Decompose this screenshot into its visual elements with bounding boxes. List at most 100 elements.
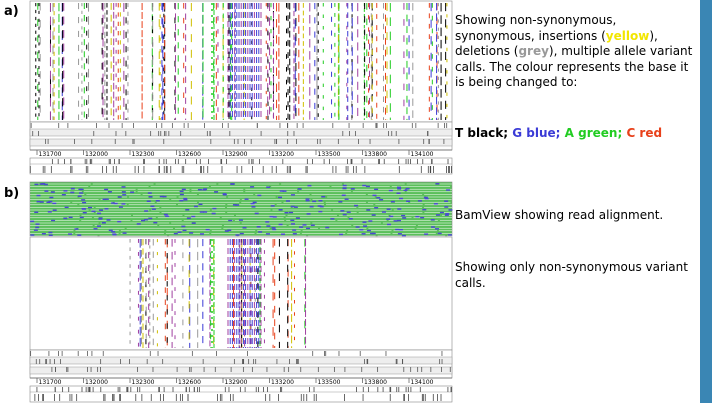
read-mismatch [153, 222, 157, 224]
read-mismatch [150, 206, 154, 208]
read-mismatch [227, 230, 231, 232]
read-mismatch [311, 224, 315, 226]
read-mismatch [104, 189, 108, 191]
read-mismatch [397, 208, 401, 210]
read-mismatch [382, 211, 386, 213]
read-mismatch [318, 200, 322, 202]
read-mismatch [257, 195, 261, 197]
read-mismatch [48, 211, 52, 213]
ruler-label: 134100 [411, 151, 434, 158]
read-mismatch [325, 227, 329, 229]
read-mismatch [280, 190, 284, 192]
read-mismatch [102, 222, 106, 224]
read-mismatch [272, 229, 276, 231]
read-mismatch [397, 192, 401, 194]
read-mismatch [290, 219, 294, 221]
read-mismatch [406, 188, 410, 190]
read-mismatch [114, 203, 118, 205]
read-mismatch [366, 209, 370, 211]
read-mismatch [51, 191, 55, 193]
ruler-label: 134100 [411, 379, 434, 386]
read-mismatch [397, 188, 401, 190]
read-mismatch [245, 198, 249, 200]
read-mismatch [74, 228, 78, 230]
read-mismatch [354, 205, 358, 207]
panel-label: a) [4, 4, 19, 19]
panel-label: b) [4, 186, 19, 201]
read-mismatch [174, 233, 178, 235]
ruler-label: 131700 [39, 379, 62, 386]
read-mismatch [306, 200, 310, 202]
read-mismatch [425, 198, 429, 200]
read-mismatch [148, 218, 152, 220]
read-mismatch [78, 195, 82, 197]
read-mismatch [243, 227, 247, 229]
read-mismatch [366, 186, 370, 188]
ruler-label: 133200 [271, 151, 294, 158]
read-mismatch [446, 189, 450, 191]
read-mismatch [285, 212, 289, 214]
read-mismatch [347, 211, 351, 213]
read-mismatch [179, 200, 183, 202]
read-mismatch [445, 214, 449, 216]
read-mismatch [279, 209, 283, 211]
read-mismatch [362, 221, 366, 223]
read-mismatch [82, 208, 86, 210]
read-mismatch [212, 208, 216, 210]
read-mismatch [34, 184, 38, 186]
read-mismatch [160, 196, 164, 198]
read-mismatch [356, 226, 360, 228]
ruler-label: 132600 [178, 151, 201, 158]
read-mismatch [36, 195, 40, 197]
read-mismatch [401, 215, 405, 217]
read-mismatch [107, 219, 111, 221]
read-mismatch [321, 196, 325, 198]
read-mismatch [42, 233, 46, 235]
read-mismatch [444, 200, 448, 202]
ruler-label: 132000 [85, 379, 108, 386]
read-mismatch [389, 216, 393, 218]
read-mismatch [250, 186, 254, 188]
read-mismatch [424, 233, 428, 235]
ruler-label: 133800 [364, 379, 387, 386]
read-mismatch [121, 203, 125, 205]
read-mismatch [117, 221, 121, 223]
read-mismatch [185, 209, 189, 211]
read-mismatch [71, 188, 75, 190]
read-mismatch [62, 194, 66, 196]
read-mismatch [370, 233, 374, 235]
legend-item: G blue; [512, 126, 560, 140]
read-mismatch [104, 208, 108, 210]
read-mismatch [178, 232, 182, 234]
read-mismatch [253, 202, 257, 204]
read-mismatch [147, 200, 151, 202]
read-mismatch [376, 197, 380, 199]
read-mismatch [291, 194, 295, 196]
read-mismatch [63, 218, 67, 220]
read-mismatch [299, 226, 303, 228]
read-mismatch [144, 219, 148, 221]
read-mismatch [305, 198, 309, 200]
read-mismatch [340, 210, 344, 212]
read-mismatch [88, 207, 92, 209]
read-mismatch [69, 217, 73, 219]
read-mismatch [372, 195, 376, 197]
read-mismatch [235, 204, 239, 206]
read-mismatch [144, 210, 148, 212]
read-mismatch [418, 200, 422, 202]
ruler-label: 132000 [85, 151, 108, 158]
read-mismatch [435, 228, 439, 230]
read-mismatch [310, 206, 314, 208]
read-mismatch [445, 213, 449, 215]
read-mismatch [444, 206, 448, 208]
feature-band [30, 139, 452, 146]
ruler-label: 133200 [271, 379, 294, 386]
read-mismatch [330, 218, 334, 220]
read-mismatch [306, 228, 310, 230]
read-mismatch [187, 218, 191, 220]
read-mismatch [272, 227, 276, 229]
read-mismatch [198, 189, 202, 191]
ruler-label: 133500 [318, 379, 341, 386]
legend-item: A green; [565, 126, 623, 140]
read-mismatch [415, 216, 419, 218]
